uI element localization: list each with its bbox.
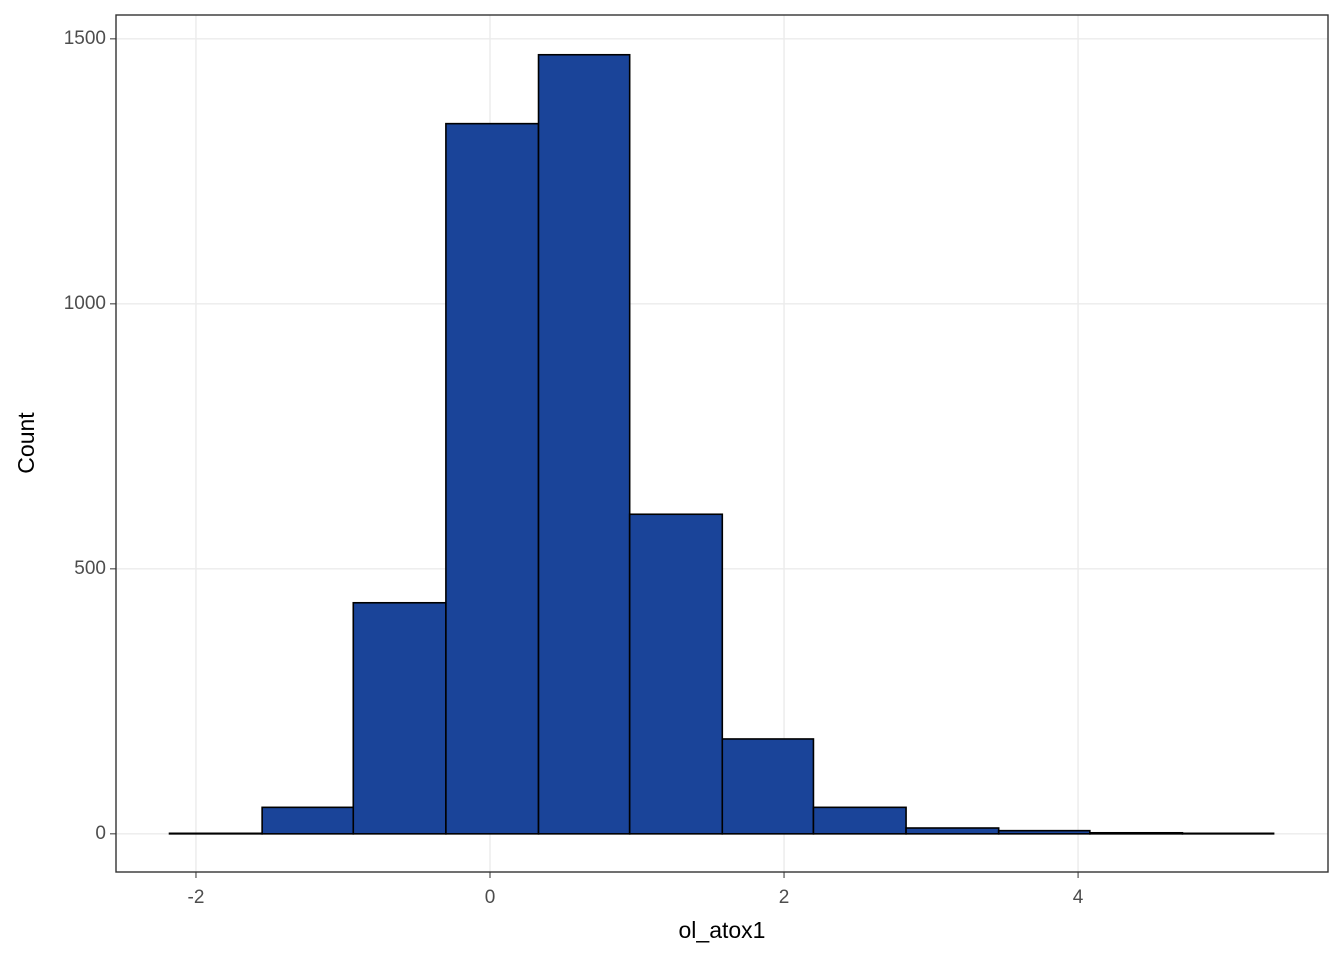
plot-border xyxy=(115,14,1329,873)
bar xyxy=(168,832,263,835)
bar xyxy=(905,827,1000,835)
x-tick-label: 0 xyxy=(485,887,496,908)
bar xyxy=(1089,831,1184,835)
y-tick-label: 1500 xyxy=(64,28,106,49)
x-tick-label: 4 xyxy=(1073,887,1084,908)
bar xyxy=(445,122,540,835)
x-axis-title: ol_atox1 xyxy=(679,917,766,943)
bar xyxy=(261,806,355,835)
bar xyxy=(537,53,631,835)
x-tick-label: 2 xyxy=(779,887,790,908)
bar xyxy=(997,829,1091,835)
bar xyxy=(628,513,724,835)
y-axis-title: Count xyxy=(13,412,39,474)
bar xyxy=(812,806,907,835)
bar xyxy=(1181,832,1275,835)
x-tick-label: -2 xyxy=(188,887,205,908)
y-tick-label: 1000 xyxy=(64,293,106,314)
bar xyxy=(352,601,447,835)
y-tick-label: 500 xyxy=(74,558,106,579)
bar xyxy=(721,738,815,835)
y-tick-label: 0 xyxy=(95,823,106,844)
